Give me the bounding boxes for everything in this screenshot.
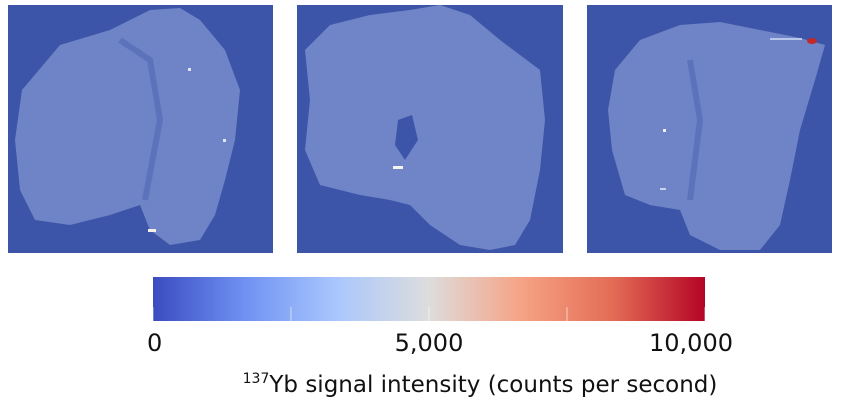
tick-label: 5,000 xyxy=(395,329,464,357)
colorbar-label: 137Yb signal intensity (counts per secon… xyxy=(243,371,718,398)
colorbar-ticks: 0 5,000 10,000 xyxy=(147,307,733,357)
panel-1 xyxy=(8,5,273,253)
panel-3 xyxy=(587,5,832,253)
tick-label: 10,000 xyxy=(649,329,733,357)
label-superscript: 137 xyxy=(243,371,270,387)
panel-2 xyxy=(297,5,563,253)
label-text: Yb signal intensity (counts per second) xyxy=(268,372,717,398)
tick-label: 0 xyxy=(147,329,162,357)
